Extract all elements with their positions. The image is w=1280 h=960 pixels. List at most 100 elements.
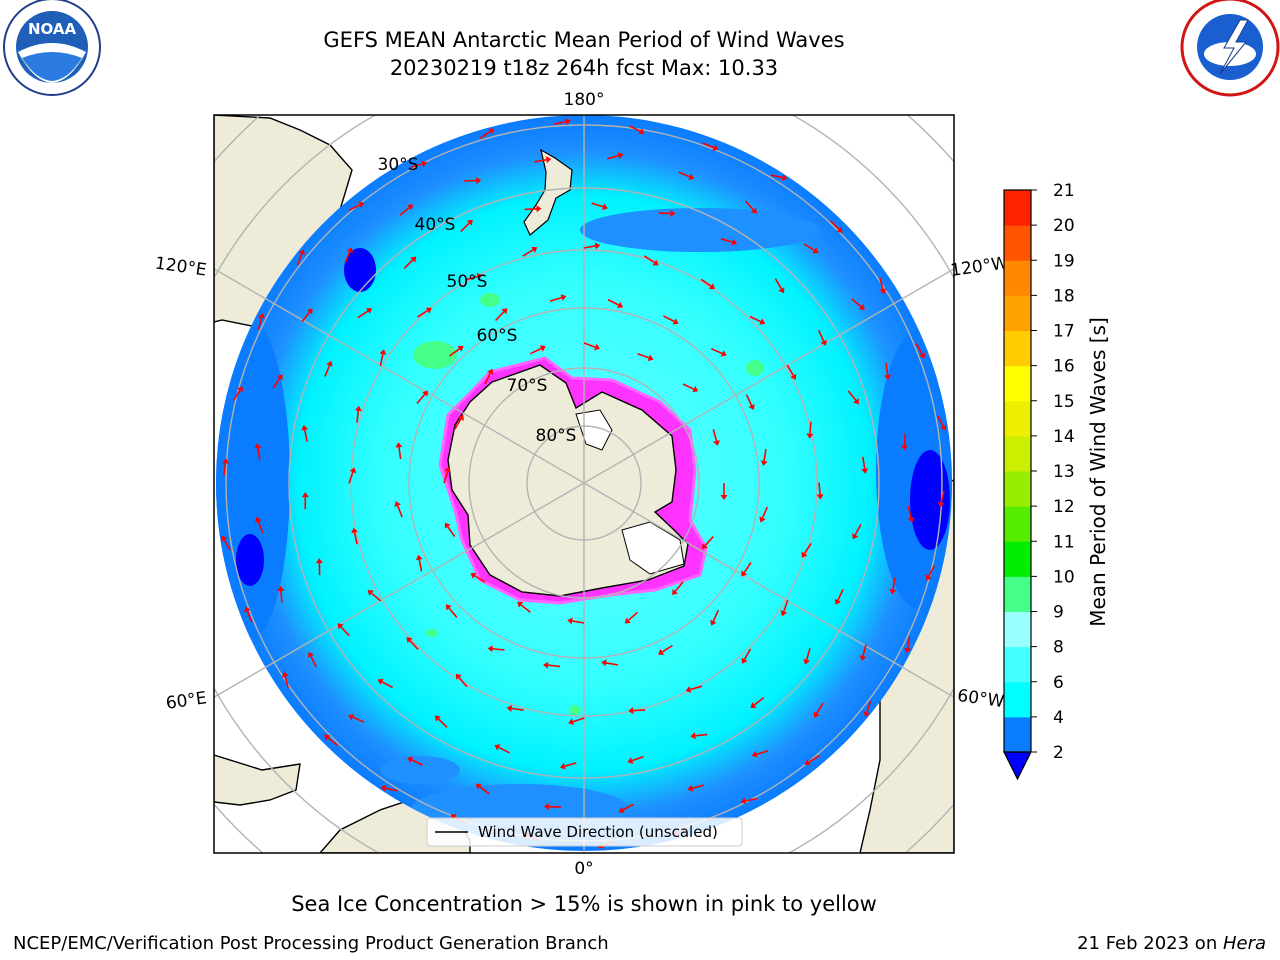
wave-arrow-shaft: [357, 310, 369, 319]
lat-label-70s: 70°S: [507, 376, 548, 396]
wave-arrow-shaft: [417, 309, 429, 318]
wave-arrow-shaft: [454, 418, 462, 430]
wave-arrow-head: [790, 373, 797, 380]
wave-arrow-head: [444, 466, 451, 473]
wave-arrow-shaft: [524, 208, 537, 211]
wave-arrow-shaft: [498, 746, 510, 754]
wave-arrow-shaft: [851, 298, 862, 308]
wave-arrow-shaft: [232, 389, 241, 401]
wave-arrow-head: [670, 210, 676, 217]
wave-arrow-shaft: [410, 163, 423, 169]
wave-arrow-head: [672, 318, 679, 325]
wave-arrow-head: [255, 516, 262, 523]
wave-arrow-head: [258, 313, 265, 319]
noaa-logo-text: NOAA: [28, 20, 77, 38]
wave-arrow-head: [806, 433, 814, 439]
wave-arrow-head: [617, 152, 624, 159]
wave-arrow-head: [937, 501, 945, 508]
wave-arrow-head: [455, 673, 462, 680]
wave-arrow-head: [801, 551, 808, 558]
wave-arrow-head: [494, 744, 501, 751]
wave-arrow-head: [367, 590, 374, 596]
wave-arrow-head: [377, 678, 384, 685]
wave-arrow-shaft: [818, 482, 821, 495]
wave-arrow-head: [254, 443, 262, 449]
wave-arrow-shaft: [340, 626, 350, 637]
wave-arrow-shaft: [385, 787, 398, 792]
nws-logo: [1180, 0, 1280, 97]
wave-arrow-shaft: [530, 347, 542, 355]
wave-arrow-head: [760, 460, 768, 466]
wave-arrow-head: [445, 604, 452, 611]
wave-arrow-shaft: [356, 410, 360, 423]
wave-arrow-head: [692, 386, 699, 393]
wind-wave-arrows: [221, 118, 947, 849]
wave-arrow-shaft: [753, 696, 765, 706]
wave-arrow-shaft: [280, 590, 283, 603]
wave-arrow-head: [488, 128, 495, 135]
wave-arrow-head: [710, 619, 717, 626]
wave-arrow-shaft: [629, 125, 641, 132]
wave-arrow-head: [379, 349, 387, 355]
wave-arrow-head: [720, 350, 727, 357]
wave-arrow-shaft: [786, 364, 794, 376]
wave-arrow-shaft: [817, 329, 825, 342]
footer-host: Hera: [1222, 933, 1266, 954]
wave-arrow-shaft: [690, 685, 703, 691]
colorbar: 2 4 6 8 9 10 11 12 13 14 15 16 17 18 19 20 21: [1003, 181, 1075, 781]
wave-arrow-shaft: [522, 249, 534, 257]
wave-arrow-head: [781, 174, 788, 181]
colorbar-segment: [1004, 435, 1031, 472]
wave-arrow-shaft: [770, 174, 783, 179]
wave-arrow-shaft: [633, 709, 646, 712]
wave-arrow-head: [568, 718, 575, 725]
wave-arrow-head: [741, 570, 748, 577]
wave-arrow-shaft: [892, 577, 896, 590]
madagascar-landmass: [214, 754, 301, 806]
wave-arrow-shaft: [296, 253, 303, 266]
wave-arrow-head: [720, 495, 728, 500]
wave-arrow-head: [326, 360, 333, 367]
wave-arrow-shaft: [712, 429, 718, 442]
wave-arrow-shaft: [460, 222, 470, 233]
colorbar-segment: [1004, 471, 1031, 507]
wave-arrow-head: [543, 803, 550, 811]
wave-arrow-shaft: [712, 609, 720, 622]
wave-arrow-head: [222, 458, 229, 464]
map-legend: Wind Wave Direction (unscaled): [426, 817, 743, 847]
wave-arrow-head: [346, 247, 353, 254]
wave-arrow-head: [221, 535, 228, 542]
wave-arrow-head: [315, 558, 323, 564]
wave-arrow-head: [594, 343, 600, 351]
lon-label-60w: 60°W: [956, 686, 1005, 712]
wave-arrow-head: [617, 301, 624, 309]
wave-arrow-shaft: [743, 648, 752, 660]
colorbar-tick-label: 13: [1053, 462, 1075, 482]
wave-arrow-shaft: [379, 354, 384, 367]
wave-arrow-head: [638, 128, 645, 135]
wave-arrow-head: [836, 226, 843, 233]
wave-arrow-shaft: [761, 506, 769, 519]
wave-arrow-shaft: [663, 315, 675, 323]
wave-arrow-head: [858, 304, 865, 310]
colorbar-segment: [1004, 716, 1031, 753]
wave-arrow-shaft: [257, 317, 263, 330]
wave-arrow-shaft: [678, 171, 691, 178]
wave-arrow-head: [919, 352, 925, 359]
wave-arrow-head: [476, 273, 483, 280]
wave-arrow-shaft: [399, 206, 410, 216]
lat-label-40s: 40°S: [415, 215, 456, 235]
wave-arrow-head: [759, 318, 766, 325]
wave-arrow-shaft: [548, 664, 561, 668]
wave-arrow-shaft: [885, 363, 889, 376]
wave-arrow-shaft: [915, 343, 923, 355]
legend-label: Wind Wave Direction (unscaled): [478, 823, 718, 841]
wave-arrow-shaft: [458, 677, 468, 688]
wave-arrow-head: [487, 368, 494, 375]
wave-arrow-shaft: [700, 278, 712, 287]
colorbar-segment: [1004, 330, 1031, 367]
colorbar-tick-label: 12: [1053, 497, 1075, 517]
wave-arrow-head: [457, 414, 464, 421]
wave-arrow-head: [421, 160, 428, 168]
wave-arrow-shaft: [553, 120, 567, 125]
